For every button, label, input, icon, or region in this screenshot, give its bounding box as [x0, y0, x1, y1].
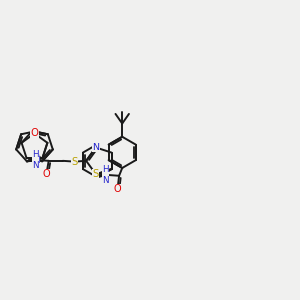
Text: O: O	[43, 169, 50, 179]
Text: H: H	[33, 156, 40, 165]
Text: H
N: H N	[103, 165, 109, 185]
Text: N: N	[32, 154, 39, 164]
Text: S: S	[71, 157, 78, 166]
Text: N: N	[92, 143, 99, 152]
Text: O: O	[114, 184, 121, 194]
Text: H
N: H N	[32, 150, 39, 170]
Text: S: S	[93, 169, 99, 179]
Text: O: O	[31, 128, 38, 138]
